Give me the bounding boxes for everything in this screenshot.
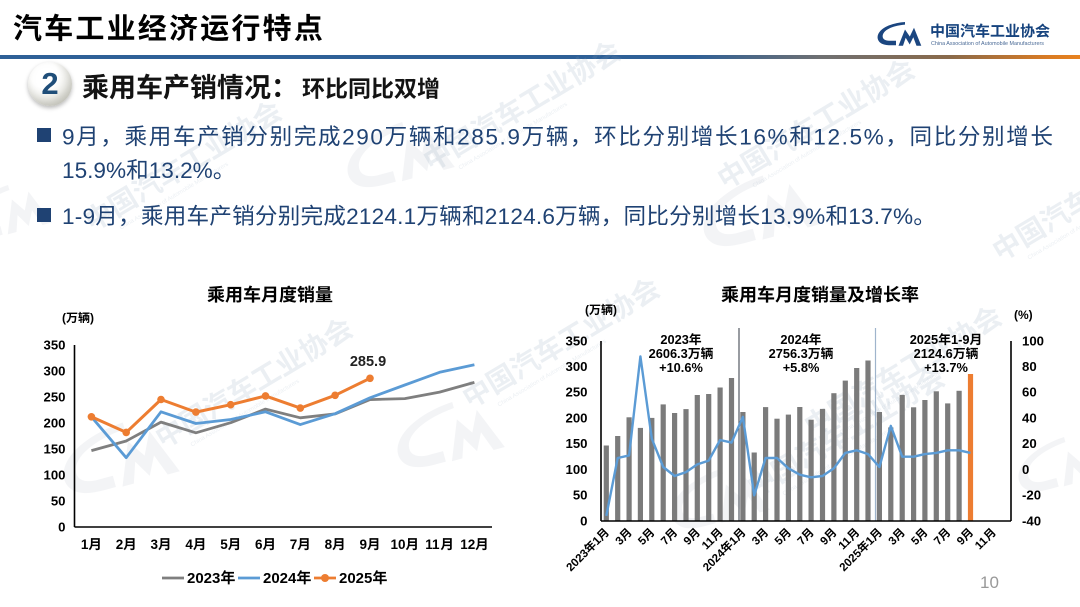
svg-text:1: 1 [81,537,89,552]
svg-text:8: 8 [325,537,333,552]
svg-text:12: 12 [460,537,475,552]
svg-text:100: 100 [1022,333,1044,348]
svg-text:16%: 16% [739,124,789,149]
svg-text:40: 40 [1022,410,1037,425]
svg-text:80: 80 [1022,359,1037,374]
svg-text:1-9: 1-9 [62,204,95,229]
svg-text:20: 20 [1022,436,1037,451]
svg-text:10: 10 [391,537,406,552]
svg-text:(: ( [62,311,66,325]
svg-text:9: 9 [62,124,76,149]
svg-text:10: 10 [980,573,999,592]
svg-text:1-9: 1-9 [951,332,970,347]
svg-text:2606.3: 2606.3 [649,346,688,361]
svg-text:2: 2 [116,537,124,552]
svg-text:11: 11 [425,537,440,552]
svg-text:12.5%: 12.5% [813,124,885,149]
svg-text:): ) [90,311,94,325]
svg-text:200: 200 [43,415,65,430]
svg-text:2025: 2025 [838,547,865,574]
svg-text:(%): (%) [1014,308,1033,322]
svg-text:285.9: 285.9 [350,354,386,370]
svg-text:2023: 2023 [660,332,688,347]
svg-text:100: 100 [565,462,587,477]
svg-text:9: 9 [360,537,368,552]
svg-text:2124.6: 2124.6 [914,346,953,361]
svg-text:250: 250 [43,389,65,404]
svg-text:(: ( [585,303,589,317]
svg-text:7: 7 [290,537,298,552]
svg-text:6: 6 [255,537,263,552]
svg-text:2024: 2024 [701,547,728,574]
svg-text:2025: 2025 [339,570,372,587]
svg-text:13.7%: 13.7% [848,204,913,229]
svg-text:285.9: 285.9 [457,124,521,149]
svg-text:2025: 2025 [910,332,938,347]
svg-text:50: 50 [51,493,66,508]
svg-text:300: 300 [565,359,587,374]
svg-text:13.2%: 13.2% [149,158,213,183]
svg-text:15.9%: 15.9% [62,158,126,183]
svg-text:2124.1: 2124.1 [346,204,416,229]
svg-text:350: 350 [43,337,65,352]
svg-text:2023: 2023 [187,570,220,587]
svg-text:150: 150 [43,441,65,456]
svg-text:60: 60 [1022,385,1037,400]
svg-text:2124.6: 2124.6 [485,204,555,229]
svg-text:+10.6%: +10.6% [659,360,703,375]
svg-text:0: 0 [58,519,65,534]
svg-text:+5.8%: +5.8% [783,360,820,375]
svg-text:China Association of Automobil: China Association of Automobile Manufact… [931,41,1044,47]
svg-text:-40: -40 [1022,513,1041,528]
svg-text:100: 100 [43,467,65,482]
svg-text:50: 50 [573,488,588,503]
svg-text:350: 350 [565,333,587,348]
svg-text:290: 290 [342,124,384,149]
svg-text:2023: 2023 [565,547,592,574]
svg-text:2024: 2024 [780,332,809,347]
svg-text:-20: -20 [1022,488,1041,503]
svg-text:0: 0 [580,513,587,528]
svg-text:3: 3 [151,537,159,552]
svg-text:0: 0 [1022,462,1029,477]
svg-text:250: 250 [565,385,587,400]
svg-text:): ) [613,303,617,317]
svg-text:200: 200 [565,410,587,425]
svg-text:300: 300 [43,363,65,378]
svg-text:150: 150 [565,436,587,451]
svg-text:+13.7%: +13.7% [924,360,968,375]
svg-text:2024: 2024 [263,570,297,587]
svg-text:13.9%: 13.9% [760,204,825,229]
svg-text:2756.3: 2756.3 [769,346,808,361]
svg-text:5: 5 [220,537,228,552]
svg-text:4: 4 [185,537,193,552]
